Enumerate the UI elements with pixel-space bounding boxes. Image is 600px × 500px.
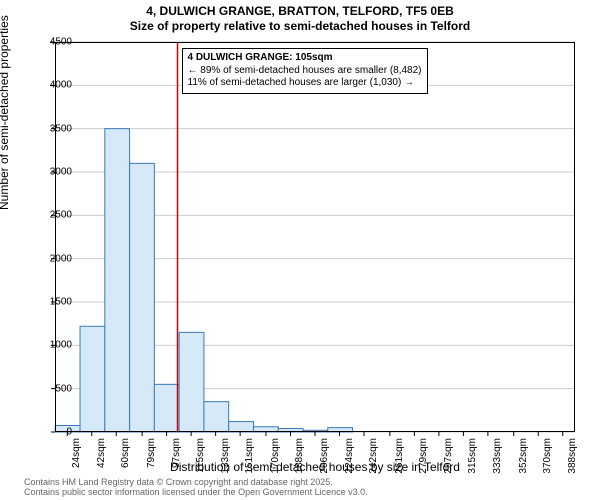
ytick-label: 4000 — [32, 80, 72, 91]
ytick-label: 0 — [32, 427, 72, 438]
ytick-label: 1500 — [32, 297, 72, 308]
ytick-label: 3500 — [32, 123, 72, 134]
ytick-label: 1000 — [32, 340, 72, 351]
x-axis-label: Distribution of semi-detached houses by … — [55, 460, 575, 474]
ytick-label: 4500 — [32, 37, 72, 48]
chart-title: 4, DULWICH GRANGE, BRATTON, TELFORD, TF5… — [0, 0, 600, 34]
ytick-label: 3000 — [32, 167, 72, 178]
ytick-label: 2500 — [32, 210, 72, 221]
annotation-box: 4 DULWICH GRANGE: 105sqm ← 89% of semi-d… — [182, 48, 428, 94]
annotation-title: 4 DULWICH GRANGE: 105sqm — [188, 52, 422, 65]
footer-line-2: Contains public sector information licen… — [24, 488, 368, 498]
ytick-label: 500 — [32, 383, 72, 394]
footer-attribution: Contains HM Land Registry data © Crown c… — [24, 478, 368, 498]
histogram-svg — [55, 42, 575, 432]
ytick-label: 2000 — [32, 253, 72, 264]
title-line-2: Size of property relative to semi-detach… — [0, 19, 600, 34]
plot-area — [55, 42, 575, 432]
annotation-larger: 11% of semi-detached houses are larger (… — [188, 77, 422, 90]
y-axis-label: Number of semi-detached properties — [0, 15, 11, 210]
title-line-1: 4, DULWICH GRANGE, BRATTON, TELFORD, TF5… — [0, 4, 600, 19]
annotation-smaller: ← 89% of semi-detached houses are smalle… — [188, 65, 422, 78]
